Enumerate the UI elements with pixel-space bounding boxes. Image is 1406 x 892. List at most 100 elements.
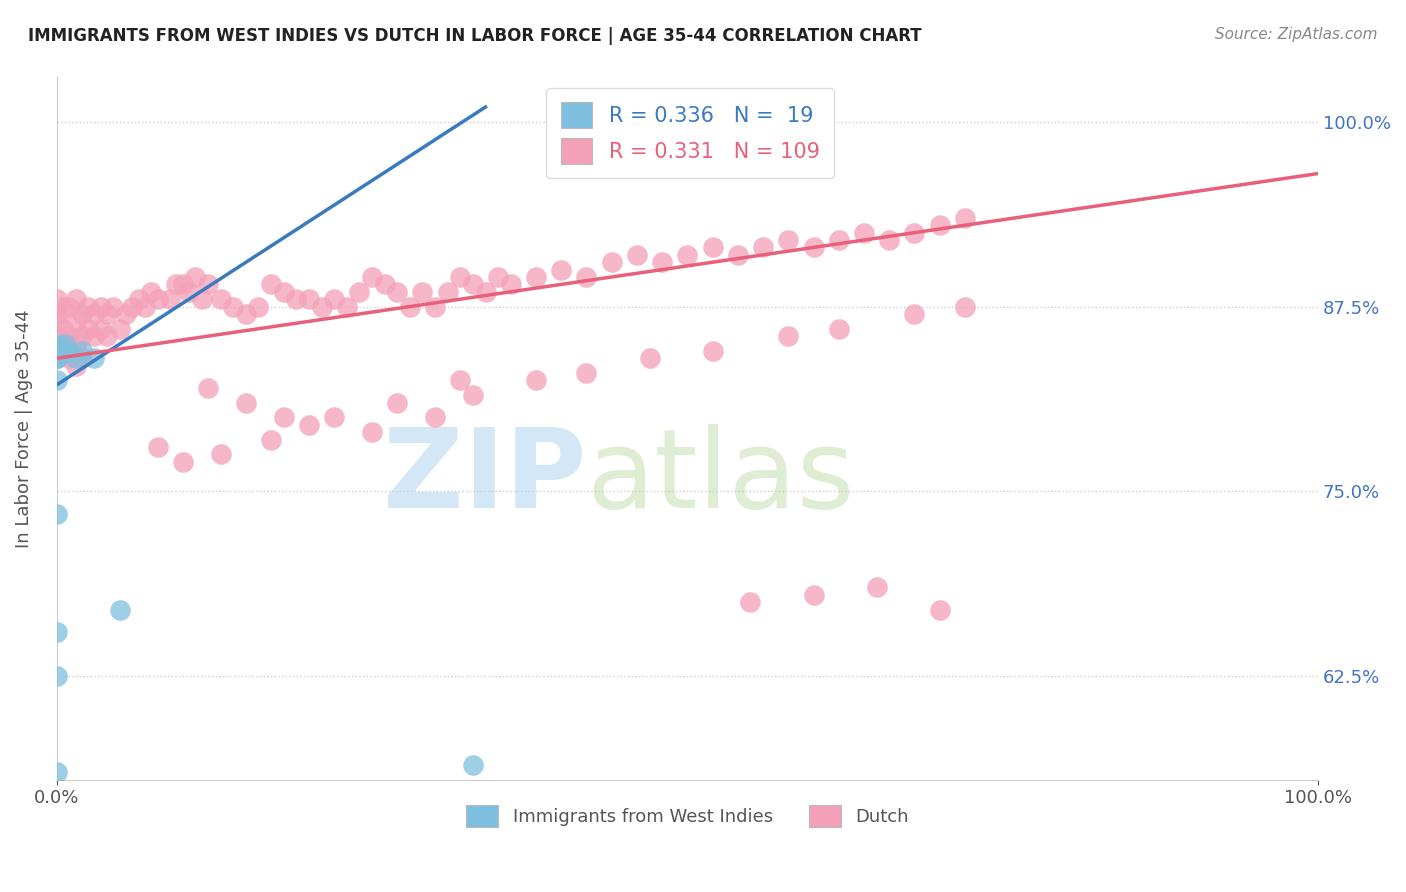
Point <box>177 285 200 299</box>
Y-axis label: In Labor Force | Age 35-44: In Labor Force | Age 35-44 <box>15 310 32 548</box>
Point <box>128 292 150 306</box>
Point <box>146 292 169 306</box>
Point <box>486 270 509 285</box>
Point <box>550 262 572 277</box>
Point <box>197 381 219 395</box>
Point <box>550 159 572 173</box>
Point <box>877 233 900 247</box>
Point <box>58 329 80 343</box>
Point <box>90 322 112 336</box>
Point <box>235 307 257 321</box>
Point <box>461 757 484 772</box>
Point <box>52 343 75 358</box>
Point <box>361 270 384 285</box>
Point <box>865 581 887 595</box>
Point <box>499 277 522 292</box>
Point <box>96 307 118 321</box>
Point <box>273 285 295 299</box>
Point <box>134 300 156 314</box>
Point <box>45 765 67 780</box>
Point <box>803 240 825 254</box>
Point <box>828 233 851 247</box>
Point <box>524 374 547 388</box>
Point <box>387 395 409 409</box>
Point <box>45 351 67 366</box>
Point <box>70 329 93 343</box>
Text: atlas: atlas <box>586 425 855 531</box>
Point <box>928 602 950 616</box>
Point <box>83 307 105 321</box>
Point <box>96 329 118 343</box>
Point <box>65 336 87 351</box>
Point <box>65 314 87 328</box>
Point <box>260 277 283 292</box>
Point <box>83 351 105 366</box>
Point <box>436 285 458 299</box>
Point <box>58 343 80 358</box>
Point <box>45 343 67 358</box>
Point <box>65 292 87 306</box>
Point <box>387 285 409 299</box>
Point <box>45 329 67 343</box>
Point <box>411 285 433 299</box>
Text: Source: ZipAtlas.com: Source: ZipAtlas.com <box>1215 27 1378 42</box>
Point <box>778 233 800 247</box>
Point <box>524 270 547 285</box>
Point <box>70 343 93 358</box>
Point <box>903 226 925 240</box>
Point <box>159 292 181 306</box>
Point <box>209 292 232 306</box>
Point <box>361 425 384 440</box>
Point <box>903 307 925 321</box>
Point <box>172 455 194 469</box>
Point <box>190 292 212 306</box>
Point <box>45 669 67 683</box>
Point <box>58 351 80 366</box>
Point <box>45 624 67 639</box>
Point <box>45 336 67 351</box>
Point <box>575 366 598 380</box>
Point <box>70 307 93 321</box>
Point <box>311 300 333 314</box>
Point <box>273 410 295 425</box>
Point <box>374 277 396 292</box>
Point <box>298 417 321 432</box>
Point <box>803 588 825 602</box>
Point <box>121 300 143 314</box>
Point <box>260 433 283 447</box>
Point <box>423 410 446 425</box>
Text: ZIP: ZIP <box>382 425 586 531</box>
Text: IMMIGRANTS FROM WEST INDIES VS DUTCH IN LABOR FORCE | AGE 35-44 CORRELATION CHAR: IMMIGRANTS FROM WEST INDIES VS DUTCH IN … <box>28 27 922 45</box>
Point <box>141 285 163 299</box>
Point <box>247 300 270 314</box>
Point <box>461 277 484 292</box>
Point <box>172 277 194 292</box>
Point <box>298 292 321 306</box>
Point <box>828 322 851 336</box>
Point <box>853 226 876 240</box>
Point <box>90 300 112 314</box>
Point <box>45 507 67 521</box>
Point <box>638 351 661 366</box>
Point <box>953 211 976 225</box>
Point <box>146 440 169 454</box>
Point <box>52 300 75 314</box>
Point <box>209 447 232 461</box>
Point <box>184 270 207 285</box>
Point <box>651 255 673 269</box>
Point <box>58 300 80 314</box>
Point <box>45 292 67 306</box>
Point <box>235 395 257 409</box>
Point <box>166 277 188 292</box>
Point <box>45 343 67 358</box>
Point <box>115 307 138 321</box>
Point <box>45 351 67 366</box>
Point <box>449 374 471 388</box>
Point <box>45 314 67 328</box>
Point <box>778 329 800 343</box>
Point <box>474 285 496 299</box>
Point <box>103 300 125 314</box>
Point <box>575 270 598 285</box>
Point <box>727 248 749 262</box>
Point <box>108 602 131 616</box>
